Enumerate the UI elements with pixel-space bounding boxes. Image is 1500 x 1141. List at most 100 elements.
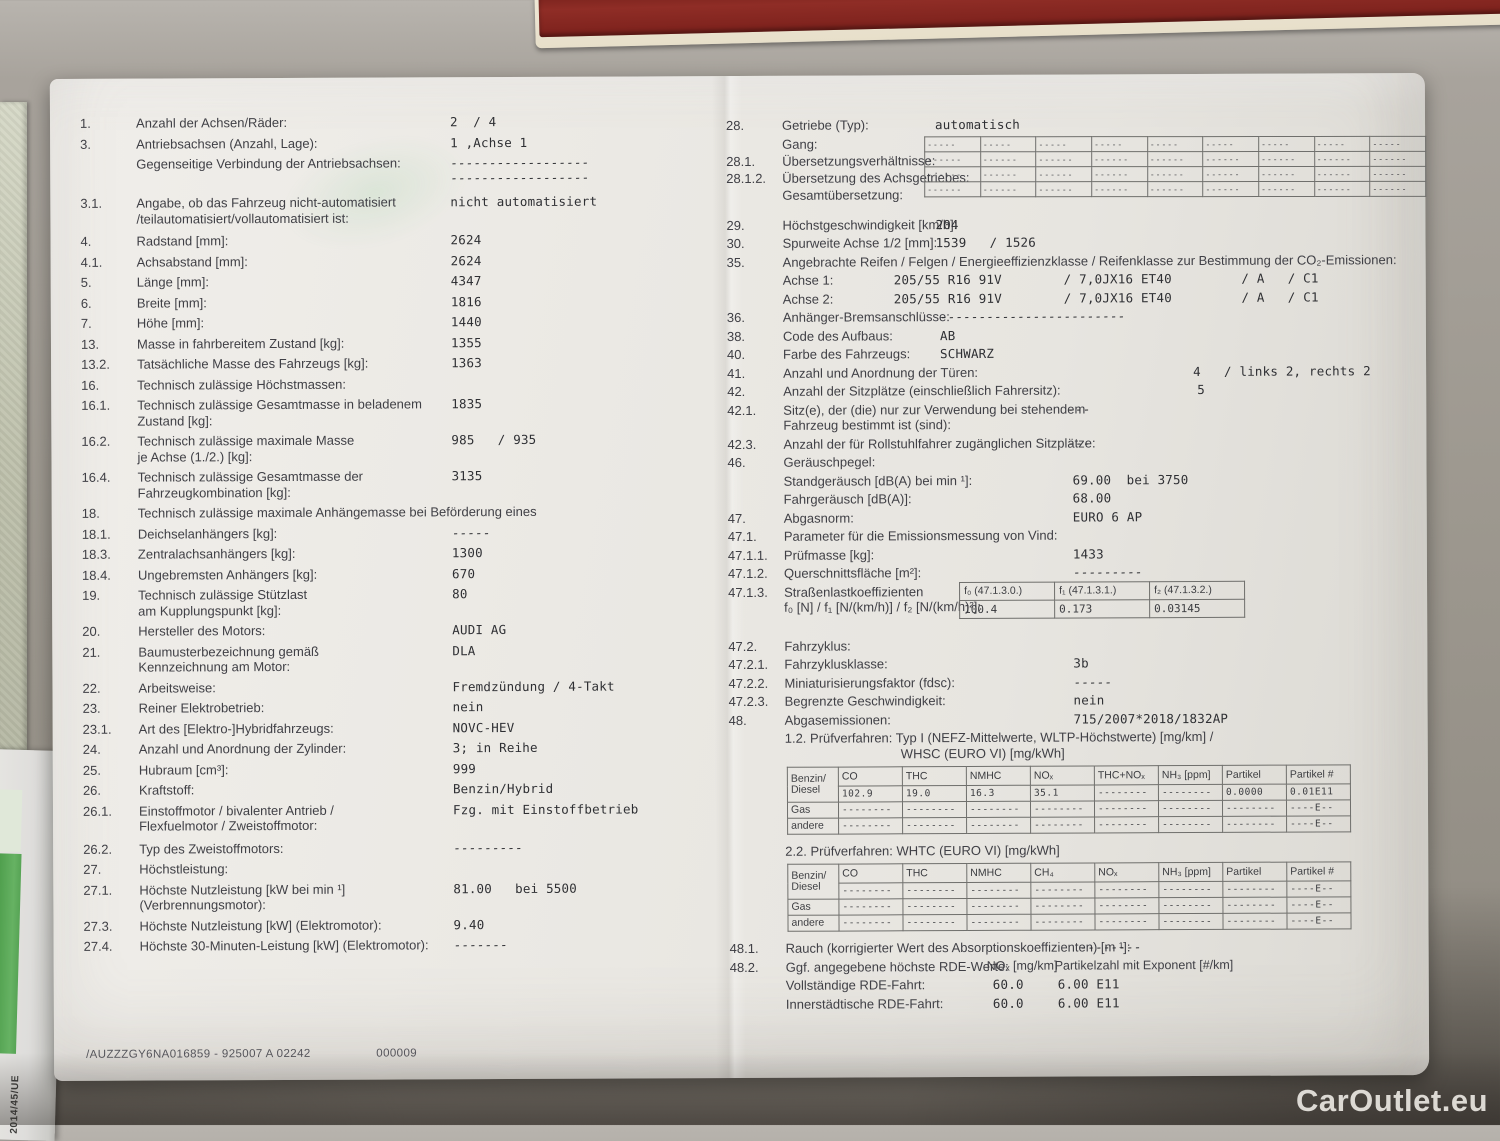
- item-label: Arbeitsweise:: [138, 679, 216, 696]
- item-value: 2624: [450, 232, 482, 248]
- form-row: 1. Anzahl der Achsen/Räder: 2 / 4: [80, 113, 710, 131]
- form-row: 48.1. Rauch (korrigierter Wert des Absorp…: [730, 938, 1430, 957]
- item-number: 42.: [727, 383, 746, 400]
- form-row: 27.3. Höchste Nutzleistung [kW] (Elektrom…: [83, 916, 713, 934]
- road-load-value: 0.03145: [1149, 598, 1245, 618]
- gear-table-cell: -----: [1369, 135, 1426, 151]
- gear-table-cell: -----: [1035, 136, 1092, 152]
- item-label-line2: Flexfuelmotor / Zweistoffmotor:: [139, 817, 318, 834]
- gear-table-cell: ------: [1369, 165, 1426, 181]
- emissions-col-header: NMHC: [966, 863, 1031, 883]
- item-value: 9.40: [453, 916, 485, 932]
- emissions-header-row: Benzin/ Diesel CO THC NMHC CH₄ NOₓ NH₃ [ppm] Pa…: [787, 861, 1351, 900]
- emissions-cell: --------: [1030, 816, 1095, 834]
- emissions-cell: --------: [1158, 913, 1224, 930]
- emissions-cell: --------: [1094, 800, 1159, 817]
- emissions-cell: --------: [966, 801, 1031, 818]
- item-label: Angabe, ob das Fahrzeug nicht-automatisi…: [136, 193, 710, 227]
- emissions-row-label: Benzin/ Diesel: [787, 767, 839, 803]
- item-label: Anzahl und Anordnung der Zylinder:: [138, 740, 347, 757]
- emissions-cell: 35.1: [1030, 784, 1095, 802]
- red-tray-edge: [534, 0, 1500, 49]
- item-label: Getriebe (Typ):: [781, 117, 869, 133]
- item-number: 40.: [726, 346, 746, 363]
- item-value: 3135: [451, 468, 483, 484]
- emissions-col-header: Partikel #: [1286, 861, 1351, 882]
- item-number: 4.: [80, 233, 92, 249]
- emissions-section: 2.2. Prüfverfahren: WHTC (EURO VI) [mg/k…: [729, 841, 1429, 932]
- item-number: 5.: [80, 274, 92, 290]
- item-number: 47.2.2.: [728, 675, 769, 691]
- item-number: 28.: [725, 117, 745, 134]
- item-value: -----: [1073, 673, 1113, 690]
- item-label: Technisch zulässige Gesamtmasse der Fahrz…: [138, 467, 712, 501]
- right-column: 28. Getriebe (Typ): automatisch Gang: 28.1. Ü…: [726, 115, 1430, 1015]
- form-row: 28. Getriebe (Typ): automatisch: [726, 115, 1426, 134]
- form-row: Achse 1: 205/55 R16 91V / 7,0JX16 ET40 / …: [727, 270, 1427, 289]
- form-row: 27.1. Höchste Nutzleistung [kW bei min ¹]…: [83, 880, 713, 914]
- item-number: 27.: [83, 861, 102, 877]
- form-row: 22. Arbeitsweise: Fremdzündung / 4-Takt: [82, 678, 712, 696]
- emissions-cell: --------: [838, 882, 903, 900]
- emissions-col-header: NH₃ [ppm]: [1158, 862, 1223, 882]
- form-row: 47.1. Parameter für die Emissionsmessung …: [728, 526, 1428, 545]
- item-number: 18.3.: [81, 546, 111, 562]
- item-number: 18.4.: [81, 567, 111, 583]
- item-label: Farbe des Fahrzeugs:: [782, 346, 911, 362]
- gear-table-cell: ------: [1314, 165, 1370, 181]
- item-label: Achsabstand [mm]:: [136, 253, 248, 270]
- emissions-cell: --------: [902, 882, 967, 899]
- gear-table-cell: -----: [1258, 135, 1315, 152]
- form-row: 35. Angebrachte Reifen / Felgen / Energie…: [727, 251, 1427, 270]
- form-row: 16.2. Technisch zulässige maximale Masse j…: [81, 431, 711, 465]
- form-row: 4. Radstand [mm]: 2624: [80, 231, 710, 249]
- emissions-cell: ----E--: [1286, 896, 1351, 914]
- emissions-table: Benzin/ Diesel CO THC NMHC CH₄ NOₓ NH₃ [ppm] Pa…: [787, 861, 1352, 932]
- form-row: 18.3. Zentralachsanhängers [kg]: 1300: [82, 544, 712, 562]
- emissions-cell: ----E--: [1286, 912, 1352, 930]
- emissions-cell: --------: [1094, 913, 1160, 930]
- emissions-cell: ----E--: [1286, 799, 1351, 817]
- gear-table-cell: ------: [1369, 180, 1426, 196]
- gear-section: Gang: 28.1. Übersetzungsverhältnisse: 28.1.…: [726, 134, 1426, 211]
- item-number: 47.1.2.: [727, 565, 768, 582]
- item-value: ------------------ ------------------: [450, 154, 590, 186]
- item-value: 1355: [450, 334, 482, 350]
- item-value: NOVC-HEV: [452, 719, 515, 735]
- emissions-cell: --------: [966, 817, 1031, 834]
- gear-table-cell: ------: [924, 166, 981, 182]
- item-label: Typ des Zweistoffmotors:: [139, 840, 284, 857]
- item-number: 16.: [81, 377, 100, 393]
- gear-table-cell: ------: [1036, 166, 1092, 182]
- emissions-col-header: NH₃ [ppm]: [1158, 765, 1223, 785]
- gear-table-cell: -----: [1147, 136, 1203, 152]
- item-number: 16.1.: [81, 397, 111, 413]
- side-vertical-text: 2014/45/UE: [8, 1074, 22, 1135]
- emissions-cell: --------: [1158, 784, 1223, 801]
- emissions-cell: ----E--: [1286, 880, 1351, 898]
- item-value: 1835: [451, 396, 483, 412]
- item-label-line2: Kennzeichnung am Motor:: [138, 658, 291, 675]
- item-value: 715/2007*2018/1832AP: [1073, 710, 1229, 727]
- emissions-cell: --------: [1158, 897, 1223, 914]
- item-value: 670: [451, 565, 476, 581]
- form-row: 42. Anzahl der Sitzplätze (einschließlich…: [727, 381, 1427, 400]
- form-row: 16.1. Technisch zulässige Gesamtmasse in …: [81, 395, 711, 429]
- emissions-cell: 0.01E11: [1286, 783, 1351, 801]
- item-number: 35.: [726, 254, 745, 270]
- item-label: Fahrzyklusklasse:: [784, 656, 888, 672]
- form-row: 23.1. Art des [Elektro-]Hybridfahrzeugs: N…: [83, 719, 713, 737]
- item-label-line2: am Kupplungspunkt [kg]:: [138, 602, 282, 619]
- gear-table-cell: -----: [1091, 136, 1148, 152]
- emissions-header-row: Benzin/ Diesel CO THC NMHC NOₓ THC+NOₓ NH₃ [pp…: [787, 764, 1351, 803]
- emissions-cell: --------: [1158, 800, 1223, 817]
- document-counter: 000009: [376, 1047, 418, 1060]
- road-load-header: f₀ (47.1.3.0.): [959, 581, 1055, 601]
- emissions-col-header: NMHC: [966, 766, 1031, 786]
- item-value: ---: [1067, 400, 1091, 417]
- gear-table-cell: ------: [980, 181, 1037, 197]
- item-value: ---------: [1072, 564, 1143, 580]
- gear-table-cell: ------: [1091, 151, 1148, 167]
- form-row: 16. Technisch zulässige Höchstmassen:: [81, 375, 711, 393]
- emissions-cell: 0.0000: [1222, 784, 1287, 801]
